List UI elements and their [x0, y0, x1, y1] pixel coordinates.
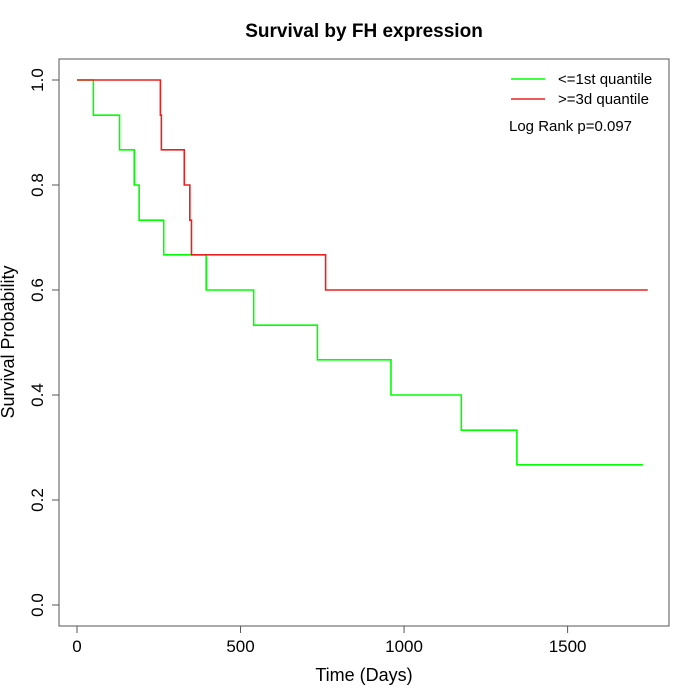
x-axis-label: Time (Days)	[315, 665, 412, 685]
y-tick-label: 0.4	[28, 383, 47, 407]
y-tick-label: 1.0	[28, 68, 47, 92]
x-axis: 0 500 1000 1500	[72, 625, 587, 656]
legend-label-2: >=3d quantile	[558, 91, 649, 108]
legend: <=1st quantile >=3d quantile	[511, 71, 652, 108]
x-tick-label: 1500	[549, 637, 587, 656]
y-tick-label: 0.6	[28, 278, 47, 302]
x-tick-label: 0	[72, 637, 81, 656]
log-rank-annotation: Log Rank p=0.097	[509, 118, 632, 135]
series-line-2	[76, 79, 648, 291]
x-tick-label: 1000	[385, 637, 423, 656]
legend-label-1: <=1st quantile	[558, 71, 652, 88]
series-layer	[76, 79, 648, 466]
y-tick-label: 0.0	[28, 593, 47, 617]
y-tick-label: 0.2	[28, 488, 47, 512]
plot-frame	[58, 58, 670, 627]
chart-title: Survival by FH expression	[245, 21, 483, 42]
y-tick-label: 0.8	[28, 173, 47, 197]
series-line-1	[76, 79, 643, 466]
y-axis: 0.0 0.2 0.4 0.6 0.8 1.0	[28, 68, 60, 617]
x-tick-label: 500	[226, 637, 254, 656]
y-axis-label: Survival Probability	[0, 265, 18, 418]
